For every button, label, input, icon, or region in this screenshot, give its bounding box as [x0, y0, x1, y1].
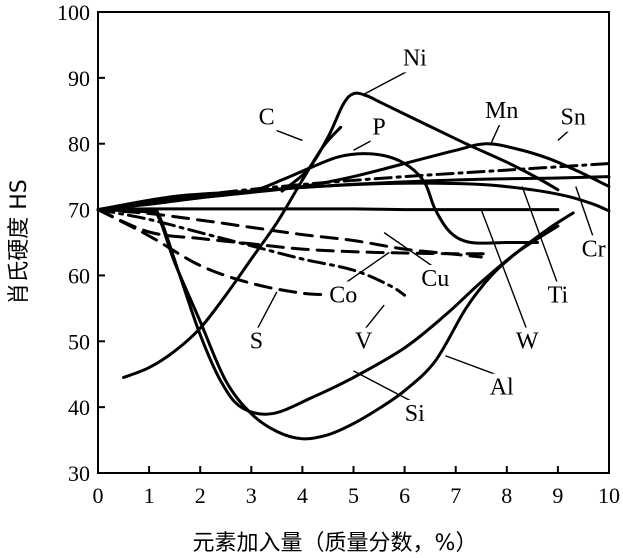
series-line-ni — [280, 91, 560, 193]
x-tick-label: 5 — [348, 483, 359, 508]
x-tick-label: 9 — [552, 483, 563, 508]
series-line-cu — [96, 208, 483, 259]
series-label-al: Al — [490, 375, 514, 401]
y-tick-label: 40 — [68, 395, 90, 420]
leader-line-v — [363, 304, 385, 332]
series-label-bg-cr — [579, 235, 608, 264]
leader-line-w — [480, 209, 528, 331]
series-label-cr: Cr — [582, 236, 606, 262]
x-tick-label: 10 — [598, 483, 620, 508]
leader-line-si — [353, 370, 416, 404]
series-label-bg-co — [327, 281, 360, 310]
series-line-al — [96, 208, 575, 441]
series-label-bg-p — [370, 113, 388, 142]
series-line-ti — [96, 181, 611, 213]
y-tick-label: 90 — [68, 66, 90, 91]
leader-line-co — [342, 251, 390, 286]
y-axis-title: 肖氏硬度 HS — [7, 179, 32, 305]
series-label-bg-ti — [545, 281, 571, 310]
y-tick-label: 50 — [68, 329, 90, 354]
series-label-v: V — [355, 329, 373, 355]
x-tick-label: 2 — [195, 483, 206, 508]
y-tick-label: 30 — [68, 461, 90, 486]
leader-line-al — [445, 355, 502, 378]
series-label-sn: Sn — [561, 105, 586, 131]
x-tick-label: 3 — [246, 483, 257, 508]
series-label-ti: Ti — [548, 282, 569, 308]
series-line-v — [96, 208, 407, 297]
series-line-co — [96, 208, 493, 256]
series-label-co: Co — [329, 282, 357, 308]
series-label-bg-s — [247, 327, 266, 356]
series-label-c: C — [259, 105, 275, 131]
x-tick-label: 8 — [501, 483, 512, 508]
y-tick-label: 100 — [57, 0, 90, 25]
x-tick-label: 0 — [93, 483, 104, 508]
x-tick-label: 1 — [144, 483, 155, 508]
series-label-p: P — [372, 115, 385, 141]
series-line-sn — [96, 162, 611, 212]
series-label-bg-al — [487, 373, 517, 402]
series-label-s: S — [250, 329, 263, 355]
x-axis-title: 元素加入量（质量分数，%） — [193, 531, 478, 556]
series-labels: Ni C P Mn Sn Cr Ti W Cu Co V S Si Al — [247, 44, 608, 429]
leader-line-cu — [383, 232, 436, 269]
x-tick-label: 7 — [450, 483, 461, 508]
axis-ticks: 0 1 2 3 4 5 6 7 8 9 10 30 40 50 60 70 80 90 100 — [57, 0, 620, 508]
leader-line-s — [255, 291, 278, 331]
series-lines — [96, 91, 611, 441]
series-label-bg-w — [513, 327, 541, 356]
series-label-w: W — [516, 329, 539, 355]
series-label-bg-mn — [483, 97, 521, 126]
series-line-w — [96, 207, 560, 212]
y-tick-label: 70 — [68, 198, 90, 223]
series-line-mn — [96, 142, 611, 212]
series-label-bg-cu — [419, 265, 452, 294]
leader-line-cr — [575, 186, 595, 239]
x-tick-label: 6 — [399, 483, 410, 508]
series-label-bg-ni — [400, 44, 430, 73]
series-label-bg-si — [402, 400, 428, 429]
series-label-mn: Mn — [485, 98, 518, 124]
series-label-cu: Cu — [421, 266, 449, 292]
series-label-si: Si — [405, 401, 425, 427]
leader-line-ti — [521, 186, 559, 285]
series-label-bg-sn — [558, 103, 588, 132]
y-tick-label: 60 — [68, 263, 90, 288]
series-line-c — [122, 125, 343, 379]
series-label-bg-v — [353, 327, 376, 356]
series-line-s — [96, 208, 340, 297]
series-label-bg-c — [256, 103, 277, 132]
x-tick-label: 4 — [297, 483, 308, 508]
series-label-ni: Ni — [403, 45, 427, 71]
y-tick-label: 80 — [68, 132, 90, 157]
